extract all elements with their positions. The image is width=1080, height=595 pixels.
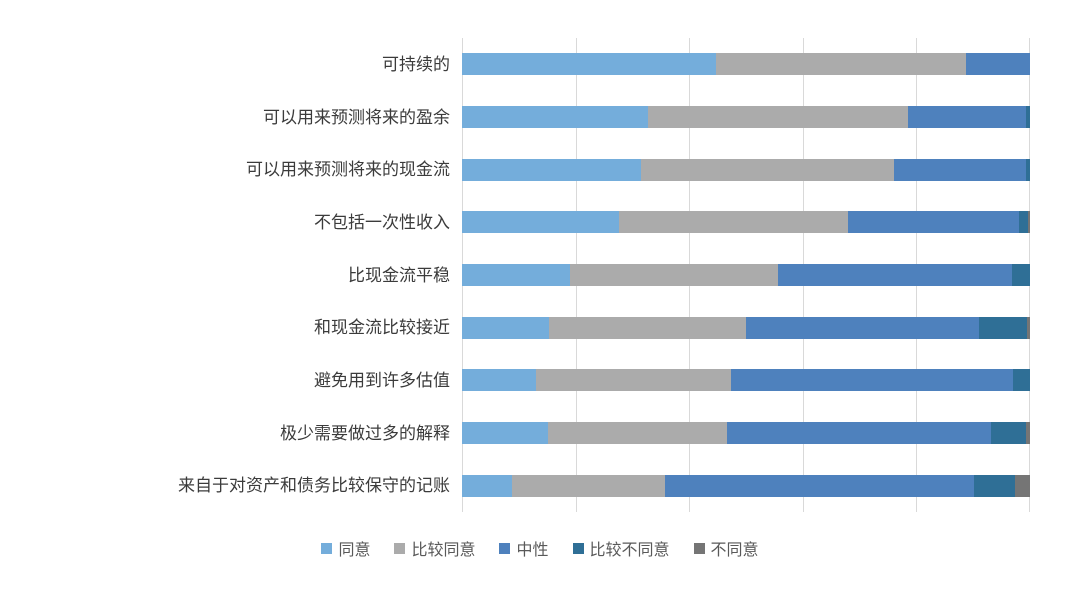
bar-segment-somewhat-disagree [1026, 106, 1030, 128]
bar-segment-somewhat-agree [640, 158, 895, 181]
chart-row: 不包括一次性收入 [0, 196, 1030, 249]
bar-segment-neutral [907, 106, 1026, 128]
bar-segment-somewhat-agree [618, 211, 849, 234]
bar-segment-neutral [664, 474, 975, 497]
category-label: 来自于对资产和债务比较保守的记账 [178, 476, 450, 496]
bar-segment-somewhat-disagree [979, 316, 1028, 339]
stacked-bar [462, 369, 1030, 392]
bar-segment-agree [462, 264, 571, 287]
category-label: 极少需要做过多的解释 [280, 423, 450, 443]
bar-segment-somewhat-agree [548, 422, 727, 445]
legend-item-somewhat-agree: 比较同意 [394, 536, 475, 560]
bar-segment-agree [462, 53, 717, 76]
bar-segment-somewhat-agree [511, 474, 665, 497]
legend-label: 同意 [338, 542, 371, 559]
legend-item-agree: 同意 [321, 536, 370, 560]
bar-segment-somewhat-disagree [991, 422, 1026, 445]
bar-segment-agree [462, 316, 550, 339]
stacked-bar [462, 264, 1030, 287]
stacked-bar [462, 422, 1030, 445]
chart-row: 可以用来预测将来的现金流 [0, 143, 1030, 196]
legend-label: 比较不同意 [589, 542, 670, 559]
legend-swatch-disagree [693, 542, 705, 554]
bar-segment-neutral [778, 264, 1013, 287]
legend-label: 中性 [516, 542, 549, 559]
stacked-bar [462, 106, 1030, 128]
legend-label: 比较同意 [411, 542, 476, 559]
bar-segment-disagree [1027, 211, 1030, 234]
legend-swatch-neutral [499, 542, 511, 554]
category-label: 可以用来预测将来的现金流 [246, 160, 450, 180]
category-label: 可持续的 [382, 54, 450, 74]
bar-segment-somewhat-agree [549, 316, 746, 339]
bar-segment-agree [462, 211, 619, 234]
bar-segment-agree [462, 158, 641, 181]
legend-item-somewhat-disagree: 比较不同意 [572, 536, 670, 560]
bar-segment-neutral [726, 422, 992, 445]
stacked-bar [462, 158, 1030, 181]
bar-segment-neutral [848, 211, 1020, 234]
stacked-bar [462, 53, 1030, 76]
chart-row: 极少需要做过多的解释 [0, 407, 1030, 460]
bar-segment-somewhat-disagree [1025, 158, 1030, 181]
bar-segment-disagree [1015, 474, 1030, 497]
stacked-bar [462, 211, 1030, 234]
bar-segment-disagree [1027, 316, 1030, 339]
bar-segment-neutral [894, 158, 1026, 181]
legend-swatch-agree [321, 542, 333, 554]
bar-segment-agree [462, 422, 549, 445]
plot-area: 可持续的可以用来预测将来的盈余可以用来预测将来的现金流不包括一次性收入比现金流平… [0, 38, 1030, 512]
bar-segment-disagree [1026, 422, 1030, 445]
chart-row: 可持续的 [0, 38, 1030, 91]
legend-label: 不同意 [710, 542, 759, 559]
bar-rows: 可持续的可以用来预测将来的盈余可以用来预测将来的现金流不包括一次性收入比现金流平… [0, 38, 1030, 512]
legend-item-neutral: 中性 [499, 536, 549, 560]
bar-segment-somewhat-agree [648, 106, 908, 128]
category-label: 可以用来预测将来的盈余 [263, 107, 450, 127]
bar-segment-somewhat-disagree [1012, 264, 1030, 287]
chart-row: 可以用来预测将来的盈余 [0, 91, 1030, 144]
bar-segment-somewhat-agree [536, 369, 731, 392]
chart-legend: 同意 比较同意 中性 比较不同意 不同意 [0, 536, 1080, 560]
category-label: 避免用到许多估值 [314, 370, 450, 390]
bar-segment-somewhat-agree [716, 53, 966, 76]
legend-item-disagree: 不同意 [693, 536, 759, 560]
bar-segment-agree [462, 106, 649, 128]
stacked-bar [462, 474, 1030, 497]
bar-segment-somewhat-disagree [974, 474, 1016, 497]
bar-segment-agree [462, 369, 537, 392]
bar-segment-neutral [965, 53, 1030, 76]
bar-segment-neutral [745, 316, 980, 339]
chart-row: 和现金流比较接近 [0, 301, 1030, 354]
bar-segment-somewhat-disagree [1019, 211, 1028, 234]
chart-row: 避免用到许多估值 [0, 354, 1030, 407]
bar-segment-somewhat-disagree [1012, 369, 1030, 392]
chart-row: 比现金流平稳 [0, 249, 1030, 302]
legend-swatch-somewhat-disagree [572, 542, 584, 554]
category-label: 比现金流平稳 [348, 265, 450, 285]
category-label: 不包括一次性收入 [314, 212, 450, 232]
category-label: 和现金流比较接近 [314, 318, 450, 338]
chart-row: 来自于对资产和债务比较保守的记账 [0, 459, 1030, 512]
bar-segment-somewhat-agree [570, 264, 779, 287]
legend-swatch-somewhat-agree [394, 542, 406, 554]
bar-segment-neutral [730, 369, 1013, 392]
bar-segment-agree [462, 474, 512, 497]
stacked-bar [462, 316, 1030, 339]
